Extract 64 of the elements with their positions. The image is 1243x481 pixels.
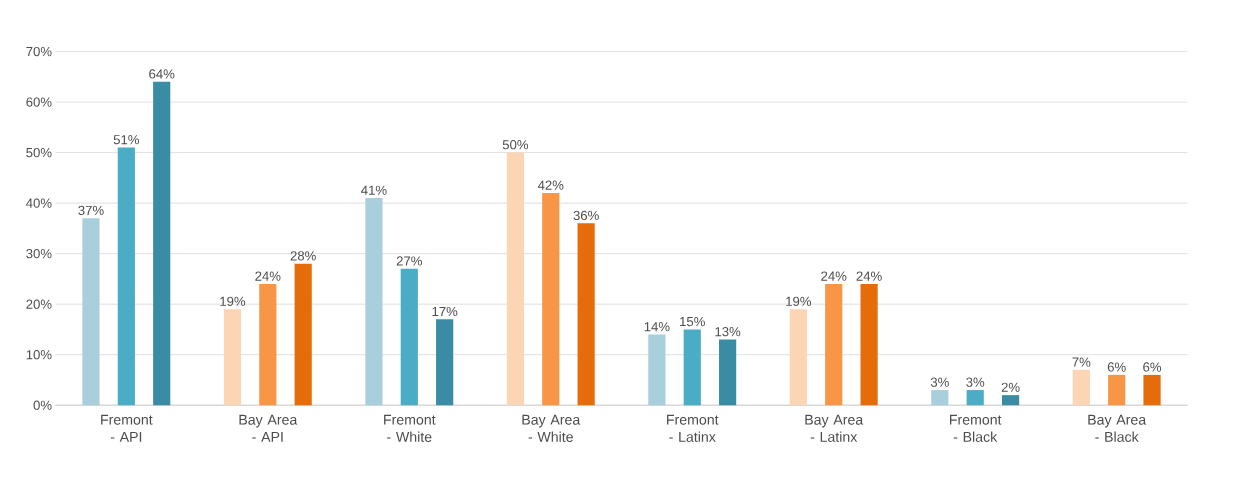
data-label: 64% xyxy=(149,69,175,79)
data-label: 3% xyxy=(966,377,985,387)
data-label: 24% xyxy=(856,271,882,281)
bar xyxy=(1001,395,1020,406)
data-label: 37% xyxy=(78,205,104,216)
x-tick-label: Bay Area - Black xyxy=(1088,414,1147,442)
bar xyxy=(931,390,949,406)
y-tick-label: 70% xyxy=(26,46,52,57)
bar xyxy=(542,193,560,406)
data-label: 42% xyxy=(537,180,564,190)
bar xyxy=(436,319,454,406)
bar xyxy=(719,339,737,406)
bar xyxy=(82,218,100,406)
data-label: 27% xyxy=(396,256,422,266)
y-tick-label: 60% xyxy=(26,97,52,107)
bar xyxy=(966,390,984,406)
bar xyxy=(259,283,277,406)
data-label: 19% xyxy=(786,296,812,306)
bar xyxy=(1143,374,1161,406)
data-label: 24% xyxy=(821,271,847,281)
data-label: 50% xyxy=(502,140,529,150)
bar xyxy=(1108,374,1126,406)
data-label: 14% xyxy=(644,322,670,332)
data-label: 3% xyxy=(930,377,949,387)
data-label: 2% xyxy=(1001,382,1020,392)
data-label: 6% xyxy=(1107,362,1126,372)
data-label: 6% xyxy=(1143,362,1162,372)
x-tick-label: Bay Area - API xyxy=(239,414,298,442)
data-label: 13% xyxy=(715,327,741,337)
bar xyxy=(153,81,171,406)
y-tick-label: 10% xyxy=(26,350,52,360)
bar xyxy=(117,147,135,406)
data-label: 15% xyxy=(680,316,705,327)
data-label: 7% xyxy=(1072,357,1091,367)
bar xyxy=(223,309,242,406)
data-label: 41% xyxy=(361,185,387,195)
y-tick-label: 50% xyxy=(26,147,52,158)
bar xyxy=(789,309,807,406)
bar xyxy=(365,198,383,406)
y-tick-label: 30% xyxy=(26,248,52,259)
bar xyxy=(577,223,595,406)
x-tick-label: Bay Area - White xyxy=(522,414,581,442)
data-label: 51% xyxy=(113,135,140,145)
x-tick-label: Bay Area - Latinx xyxy=(805,414,864,442)
data-label: 17% xyxy=(432,306,458,317)
bar xyxy=(648,334,666,406)
data-label: 28% xyxy=(290,251,316,261)
y-tick-label: 20% xyxy=(26,299,52,309)
bar xyxy=(825,283,843,406)
y-tick-label: 40% xyxy=(26,198,52,208)
bar xyxy=(294,263,312,406)
data-label: 24% xyxy=(255,271,281,281)
bar xyxy=(400,268,418,406)
bar xyxy=(860,283,878,406)
bar xyxy=(683,329,701,406)
x-tick-label: Fremont - API xyxy=(101,414,153,442)
x-tick-label: Fremont - White xyxy=(384,414,436,442)
bar xyxy=(1072,369,1090,406)
x-tick-label: Fremont - Black xyxy=(950,414,1002,442)
y-tick-label: 0% xyxy=(33,400,52,410)
data-label: 19% xyxy=(220,296,246,306)
x-tick-label: Fremont - Latinx xyxy=(667,414,719,442)
bar xyxy=(506,152,524,406)
data-label: 36% xyxy=(573,210,599,221)
